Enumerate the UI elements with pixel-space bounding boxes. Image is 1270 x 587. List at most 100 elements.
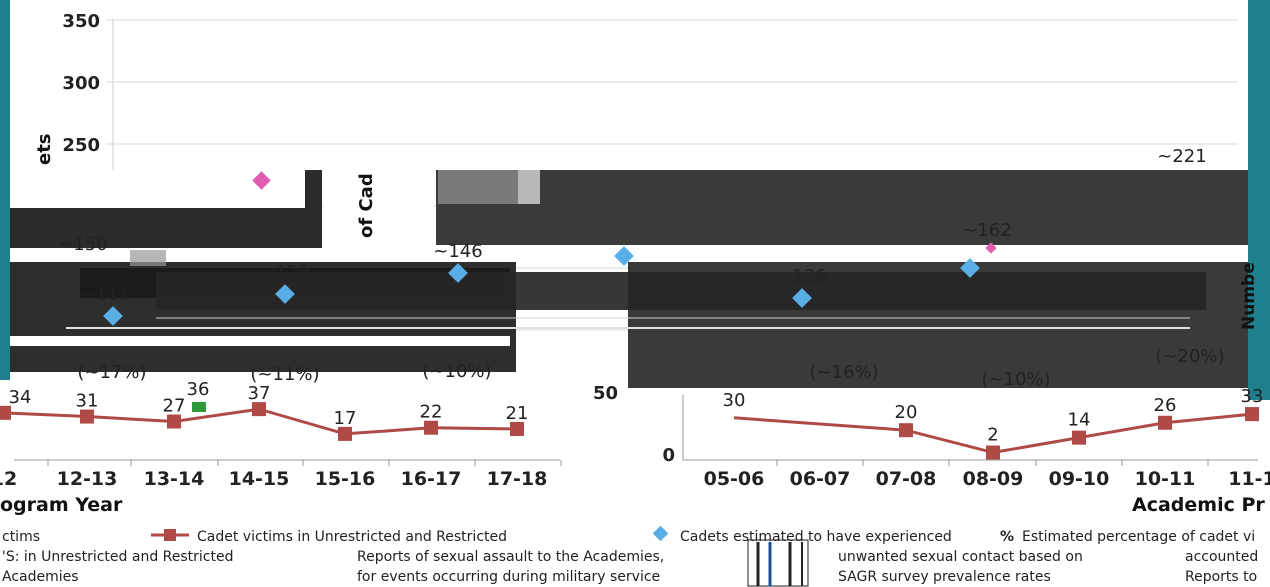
overlay-label-0: ~150 [58,234,107,255]
victims-label-top-12: 34 [9,387,32,408]
victims-label-top-17-18: 21 [506,403,529,424]
green-marker [192,402,206,412]
estimated-label-2: ~146 [433,241,482,262]
overlay-label-5: ~221 [1157,146,1206,167]
chart-series: 34 31 27 37 17 22 21 30 20 2 14 26 33 ~111 ~129 ~146 ~12… [0,171,1264,460]
victims-label-bottom-07-08: 20 [895,402,918,423]
collage-panel-upper-right-dark [436,170,1248,245]
victims-label-top-14-15: 37 [248,383,271,404]
legend-percent-symbol: % [1000,529,1014,545]
x-tick-label-top-12: 12 [0,468,17,490]
estimated-label-0: ~111 [80,284,129,305]
collage-panel-right-inner [156,272,1206,310]
x-tick-labels: 12 12-13 13-14 14-15 15-16 16-17 17-18 05-06 06-… [0,460,1270,490]
legend-col4-line3: Reports to [1185,569,1257,585]
overlay-label-9: (~20%) [1155,346,1224,367]
collage-barcode-top [130,250,166,266]
legend-estimated-diamond-swatch [652,525,669,542]
x-tick-label-top-16-17: 16-17 [401,468,462,490]
overlay-label-6: ~162 [962,220,1011,241]
victims-point-top-12 [0,405,11,420]
victims-label-bottom-05-06: 30 [723,390,746,411]
victims-label-bottom-08-09: 2 [987,425,998,446]
estimated-diamond-5 [960,258,980,278]
bottom-chart-x-axis-title: Academic Pr [1132,494,1265,516]
x-tick-label-top-12-13: 12-13 [57,468,118,490]
x-tick-label-bottom-08-09: 08-09 [963,468,1024,490]
estimated-diamond-4 [792,288,812,308]
overlay-label-4: 36 [187,379,210,400]
victims-label-bottom-09-10: 14 [1068,410,1091,431]
overlay-label-3: (~10%) [422,361,491,382]
x-tick-label-bottom-05-06: 05-06 [704,468,765,490]
victims-line-bottom [733,412,1253,455]
legend-col2-line1: Cadet victims in Unrestricted and Restri… [197,529,507,545]
x-tick-label-top-17-18: 17-18 [487,468,548,490]
frame-left-teal [0,0,10,380]
legend-col1-line3: Academies [2,569,79,585]
x-tick-label-bottom-06-07: 06-07 [790,468,851,490]
x-tick-label-top-13-14: 13-14 [144,468,205,490]
collage-stripe-white [10,336,510,346]
frame-right-teal [1248,0,1270,400]
bottom-chart-y-axis-title: of Cad [356,173,377,238]
legend-col2-line3: for events occurring during military ser… [357,569,660,585]
victims-point-top-17-18 [510,421,524,436]
legend-col3-line3: SAGR survey prevalence rates [838,569,1051,585]
overlay-label-2: (~11%) [250,364,319,385]
victims-label-bottom-11-1: 33 [1241,386,1264,407]
overlay-labels: ~150 (~17%) (~11%) (~10%) 36 ~221 ~162 (~16%) (~… [58,146,1224,400]
x-tick-label-top-15-16: 15-16 [315,468,376,490]
legend-victims-square-swatch [164,529,176,541]
collage-panel-grey-block [438,170,518,204]
y-tick-label-top-300: 300 [62,73,100,94]
victims-point-bottom-09-10 [1072,430,1086,445]
victims-point-bottom-08-09 [986,445,1000,460]
victims-label-bottom-10-11: 26 [1154,395,1177,416]
x-tick-label-bottom-09-10: 09-10 [1049,468,1110,490]
collage-panel-center-white [324,170,434,250]
x-tick-label-bottom-10-11: 10-11 [1135,468,1196,490]
estimated-diamond-0 [103,306,123,326]
legend: ctims 'S: in Unrestricted and Restricted… [2,525,1258,585]
victims-point-top-16-17 [424,420,438,435]
victims-point-top-14-15 [252,402,266,417]
y-tick-label-top-250: 250 [62,135,100,156]
overlay-label-1: (~17%) [77,362,146,383]
overlay-label-7: (~16%) [809,362,878,383]
overlay-label-8: (~10%) [981,369,1050,390]
victims-point-bottom-11-1 [1245,407,1259,422]
estimated-diamond-2 [448,263,468,283]
legend-col2-line2: Reports of sexual assault to the Academi… [357,549,664,565]
victims-label-top-12-13: 31 [76,391,99,412]
legend-col3-line1: Cadets estimated to have experienced [680,529,952,545]
victims-label-top-15-16: 17 [334,408,357,429]
x-tick-label-top-14-15: 14-15 [229,468,290,490]
estimated-label-1: ~129 [260,262,309,283]
collage-panel-lightgrey-block [518,170,540,204]
top-chart-x-axis-title: ogram Year [0,494,123,516]
x-tick-label-bottom-11-1: 11-1 [1228,468,1270,490]
legend-col1-line1: ctims [2,529,40,545]
y-tick-label-bottom-0: 0 [662,445,675,466]
collage-panel-left-white [10,170,305,208]
legend-col4-line2: accounted [1185,549,1258,565]
victims-point-bottom-10-11 [1158,415,1172,430]
legend-col3-line2: unwanted sexual contact based on [838,549,1083,565]
legend-col1-line2: 'S: in Unrestricted and Restricted [2,549,233,565]
victims-point-bottom-07-08 [899,423,913,438]
pink-marker [252,171,271,190]
victims-label-top-13-14: 27 [163,396,186,417]
legend-col4-line1: Estimated percentage of cadet vi [1022,529,1255,545]
victims-point-top-13-14 [167,414,181,429]
estimated-diamond-1 [275,284,295,304]
estimated-label-4: ~126 [777,266,826,287]
top-chart-y-axis-title: ets [34,133,55,165]
victims-label-top-16-17: 22 [420,402,443,423]
pink-marker-small [985,242,997,254]
victims-point-top-12-13 [80,409,94,424]
y-tick-label-top-350: 350 [62,11,100,32]
victims-point-top-15-16 [338,426,352,441]
y-tick-label-bottom-50: 50 [593,383,618,404]
right-y-axis-title: Numbe [1239,262,1259,330]
